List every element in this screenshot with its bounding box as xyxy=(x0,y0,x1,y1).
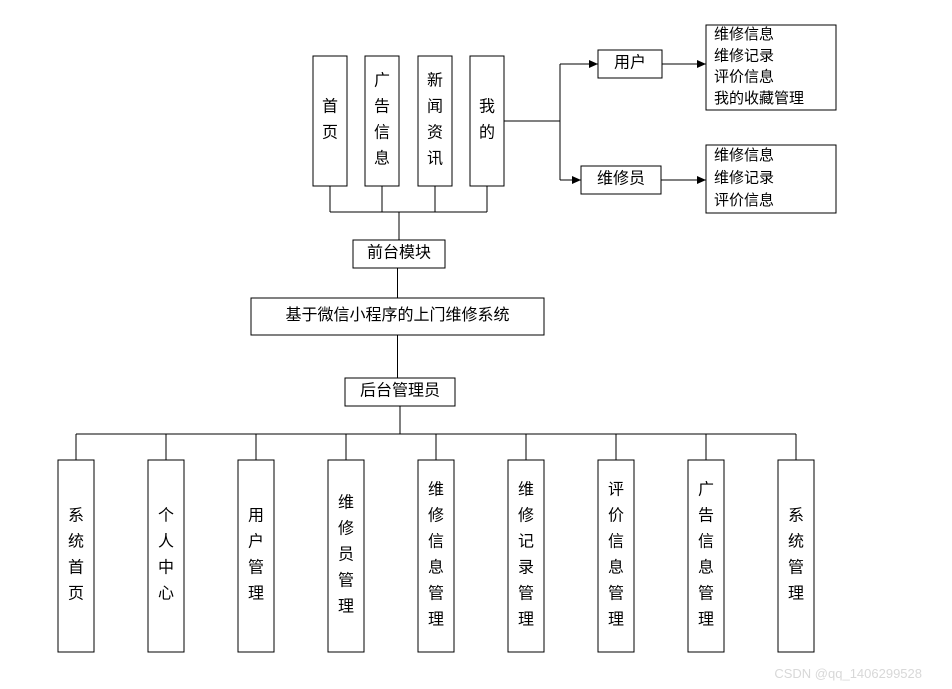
admin-leaf-char: 心 xyxy=(158,585,174,603)
admin-leaf-char: 统 xyxy=(68,533,84,551)
admin-leaf-char: 理 xyxy=(608,612,624,629)
admin-leaf-char: 录 xyxy=(518,559,534,577)
admin-leaf-char: 人 xyxy=(158,533,174,551)
admin-leaf-char: 管 xyxy=(698,585,714,603)
worker-label: 维修员 xyxy=(597,170,645,188)
admin-leaf-char: 价 xyxy=(608,508,624,525)
admin-leaf-node xyxy=(778,460,814,652)
admin-leaf-char: 管 xyxy=(608,585,624,603)
admin-leaf-char: 修 xyxy=(338,520,354,538)
admin-leaf-char: 修 xyxy=(518,507,534,525)
admin-leaf-node xyxy=(58,460,94,652)
admin-leaf-char: 记 xyxy=(518,533,534,551)
front-tab-char: 页 xyxy=(322,125,338,142)
admin-leaf-char: 广 xyxy=(698,481,714,499)
admin-leaf-char: 中 xyxy=(158,559,174,577)
front-tab-char: 广 xyxy=(374,72,390,90)
admin-leaf-char: 统 xyxy=(788,533,804,551)
admin-leaf-char: 维 xyxy=(428,481,444,499)
admin-leaf-node xyxy=(238,460,274,652)
admin-leaf-char: 个 xyxy=(158,507,174,525)
admin-leaf-char: 告 xyxy=(698,507,714,525)
front-module-label: 前台模块 xyxy=(367,244,431,262)
admin-leaf-char: 评 xyxy=(608,481,624,499)
admin-leaf-node xyxy=(148,460,184,652)
worker-list-item: 维修记录 xyxy=(714,169,774,186)
admin-leaf-char: 维 xyxy=(518,481,534,499)
admin-leaf-char: 理 xyxy=(788,586,804,603)
center-label: 基于微信小程序的上门维修系统 xyxy=(285,306,509,324)
admin-leaf-char: 息 xyxy=(698,559,714,577)
admin-leaf-char: 理 xyxy=(338,599,354,616)
front-tab-node xyxy=(470,56,504,186)
admin-leaf-char: 理 xyxy=(518,612,534,629)
admin-label: 后台管理员 xyxy=(360,382,440,400)
admin-leaf-char: 理 xyxy=(248,586,264,603)
front-tab-char: 的 xyxy=(479,124,495,142)
admin-leaf-char: 理 xyxy=(428,612,444,629)
admin-leaf-char: 管 xyxy=(428,585,444,603)
front-tab-char: 息 xyxy=(374,150,390,168)
admin-leaf-char: 管 xyxy=(788,559,804,577)
admin-leaf-char: 理 xyxy=(698,612,714,629)
user-list-item: 我的收藏管理 xyxy=(714,90,804,107)
front-tab-node xyxy=(313,56,347,186)
front-tab-char: 首 xyxy=(322,98,338,116)
admin-leaf-char: 息 xyxy=(608,559,624,577)
user-list-item: 维修信息 xyxy=(714,26,774,43)
front-tab-char: 信 xyxy=(374,124,390,142)
front-tab-char: 资 xyxy=(427,124,443,142)
admin-leaf-char: 息 xyxy=(428,559,444,577)
front-tab-char: 闻 xyxy=(427,98,443,116)
admin-leaf-char: 管 xyxy=(248,559,264,577)
admin-leaf-char: 用 xyxy=(248,508,264,525)
admin-leaf-char: 员 xyxy=(338,546,354,564)
front-tab-char: 告 xyxy=(374,98,390,116)
user-list-item: 维修记录 xyxy=(714,47,774,64)
user-list-item: 评价信息 xyxy=(714,69,774,86)
worker-list-item: 维修信息 xyxy=(714,147,774,164)
admin-leaf-char: 维 xyxy=(338,494,354,512)
admin-leaf-char: 信 xyxy=(428,533,444,551)
admin-leaf-char: 系 xyxy=(68,507,84,525)
front-tab-char: 讯 xyxy=(427,150,443,168)
watermark: CSDN @qq_1406299528 xyxy=(774,666,922,681)
admin-leaf-char: 信 xyxy=(608,533,624,551)
admin-leaf-char: 户 xyxy=(248,533,264,551)
admin-leaf-char: 信 xyxy=(698,533,714,551)
admin-leaf-char: 首 xyxy=(68,559,84,577)
front-tab-char: 我 xyxy=(479,98,495,116)
admin-leaf-char: 系 xyxy=(788,507,804,525)
admin-leaf-char: 修 xyxy=(428,507,444,525)
admin-leaf-char: 管 xyxy=(338,572,354,590)
front-tab-char: 新 xyxy=(427,72,443,90)
worker-list-item: 评价信息 xyxy=(714,192,774,209)
admin-leaf-char: 管 xyxy=(518,585,534,603)
admin-leaf-char: 页 xyxy=(68,586,84,603)
user-label: 用户 xyxy=(614,54,646,72)
